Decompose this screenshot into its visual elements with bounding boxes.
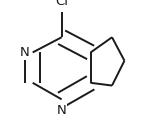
- Text: Cl: Cl: [55, 0, 68, 8]
- Text: N: N: [57, 104, 67, 116]
- Text: N: N: [20, 46, 30, 59]
